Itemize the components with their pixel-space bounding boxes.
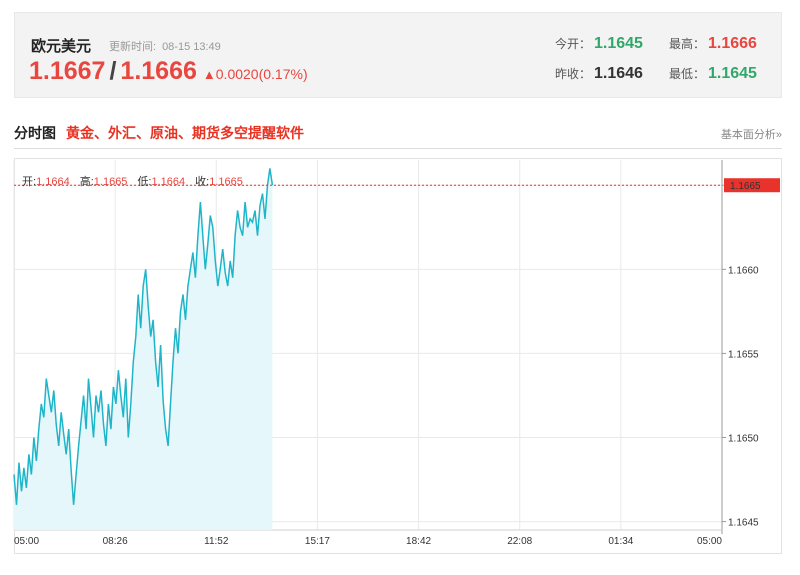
ohlc-open-label: 开: xyxy=(22,176,37,188)
fundamental-analysis-link[interactable]: 基本面分析» xyxy=(720,129,782,141)
x-tick-label: 18:42 xyxy=(406,536,431,547)
ohlc-close-label: 收: xyxy=(195,176,210,188)
open-stat: 今开： 1.1645 xyxy=(555,35,643,53)
high-label: 最高： xyxy=(669,37,706,51)
price-separator: / xyxy=(109,57,117,85)
y-tick-label: 1.1660 xyxy=(728,265,759,276)
price-change: 0.0020(0.17%) xyxy=(215,66,308,82)
high-stat: 最高： 1.1666 xyxy=(669,35,757,53)
section-title: 分时图 xyxy=(14,125,56,141)
ohlc-readout: 开:1.1664 高:1.1665 低:1.1664 收:1.1665 xyxy=(22,173,253,189)
arrow-up-icon: ▲ xyxy=(202,67,216,82)
promo-link[interactable]: 黄金、外汇、原油、期货多空提醒软件 xyxy=(66,125,304,141)
y-tick-label: 1.1645 xyxy=(728,518,759,529)
ohlc-low-label: 低: xyxy=(137,176,152,188)
update-time-value: 08-15 13:49 xyxy=(162,41,221,53)
ohlc-high-label: 高: xyxy=(79,176,94,188)
prev-close-label: 昨收： xyxy=(555,67,592,81)
x-tick-label: 15:17 xyxy=(305,536,330,547)
section-divider xyxy=(14,148,782,149)
y-tick-label: 1.1650 xyxy=(728,434,759,445)
ohlc-high-value: 1.1665 xyxy=(93,176,128,188)
update-time: 更新时间: 08-15 13:49 xyxy=(109,38,221,54)
price-line-series xyxy=(13,168,274,505)
ohlc-low-value: 1.1664 xyxy=(151,176,186,188)
open-label: 今开： xyxy=(555,37,592,51)
x-tick-label: 01:34 xyxy=(608,536,633,547)
currency-pair-name: 欧元美元 xyxy=(31,38,92,55)
bid-price: 1.1667 xyxy=(29,57,106,85)
update-time-label: 更新时间: xyxy=(109,41,157,53)
low-label: 最低： xyxy=(669,67,706,81)
quote-panel: 欧元美元 更新时间: 08-15 13:49 1.1667/1.1666 ▲0.00… xyxy=(14,12,782,98)
prev-close-stat: 昨收： 1.1646 xyxy=(555,65,643,83)
ohlc-close-value: 1.1665 xyxy=(209,176,243,188)
ohlc-open-value: 1.1664 xyxy=(36,176,70,188)
low-stat: 最低： 1.1645 xyxy=(669,65,757,83)
open-value: 1.1645 xyxy=(594,35,643,52)
y-tick-label: 1.1655 xyxy=(728,349,759,360)
current-price-tag-label: 1.1665 xyxy=(730,181,761,192)
x-tick-label: 11:52 xyxy=(204,536,229,547)
price-area xyxy=(14,168,273,530)
price-line: 1.1667/1.1666 ▲0.0020(0.17%) xyxy=(29,57,308,87)
x-tick-label: 08:26 xyxy=(103,536,128,547)
current-price-tag xyxy=(724,178,780,193)
ask-price: 1.1666 xyxy=(120,57,197,85)
low-value: 1.1645 xyxy=(708,65,757,82)
prev-close-value: 1.1646 xyxy=(594,65,643,82)
x-tick-label: 05:00 xyxy=(697,536,722,547)
x-tick-label: 05:00 xyxy=(14,536,39,547)
x-tick-label: 22:08 xyxy=(507,536,532,547)
high-value: 1.1666 xyxy=(708,35,757,52)
